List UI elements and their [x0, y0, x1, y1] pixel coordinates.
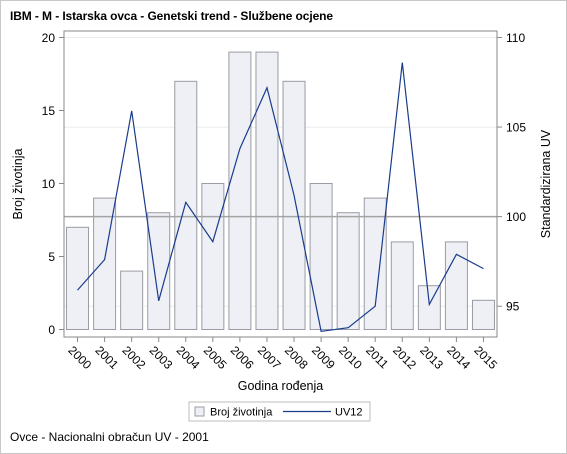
x-tick-label: 2012	[390, 343, 419, 372]
y-tick-label: 10	[42, 177, 56, 191]
x-tick-label: 2008	[282, 343, 311, 372]
y2-axis-label: Standardizirana UV	[539, 129, 553, 238]
legend-frame	[188, 401, 371, 422]
y-tick-label: 0	[48, 323, 55, 337]
bar-2000	[66, 226, 90, 330]
x-tick-label: 2001	[92, 343, 121, 372]
x-tick-label: 2003	[147, 343, 176, 372]
legend-bar-swatch	[194, 406, 205, 417]
x-tick-label: 2011	[363, 343, 391, 371]
y-axis-label: Broj životinja	[11, 149, 25, 220]
x-tick-label: 2002	[120, 343, 149, 372]
chart-title: IBM - M - Istarska ovca - Genetski trend…	[10, 9, 333, 23]
y2-tick-label: 100	[506, 210, 526, 224]
y-tick-label: 5	[48, 250, 55, 264]
x-axis-label: Godina rođenja	[238, 379, 324, 393]
legend-line-label: UV12	[335, 407, 363, 419]
y2-tick-label: 105	[506, 121, 526, 135]
y2-tick-label: 110	[506, 31, 525, 45]
uv12-line	[77, 62, 484, 332]
bar-2012	[390, 241, 414, 330]
bar-2002	[120, 270, 144, 331]
x-tick-label: 2014	[444, 343, 473, 372]
x-tick-label: 2009	[309, 343, 338, 372]
bar-2006	[228, 51, 252, 330]
footnote: Ovce - Nacionalni obračun UV - 2001	[10, 430, 209, 444]
bar-2004	[174, 80, 198, 330]
y-tick-label: 15	[42, 104, 56, 118]
bar-2010	[336, 212, 360, 330]
line-series	[77, 62, 484, 332]
bar-series	[66, 51, 495, 331]
x-tick-label: 2015	[471, 343, 500, 372]
bar-2007	[255, 51, 279, 330]
y2-tick-label: 95	[506, 300, 520, 314]
y-tick-label: 20	[42, 31, 56, 45]
x-tick-label: 2010	[336, 343, 365, 372]
gridlines	[64, 37, 497, 307]
bar-2003	[147, 212, 171, 330]
x-tick-label: 2004	[174, 343, 203, 372]
legend: Broj životinja UV12	[188, 401, 371, 422]
bar-2015	[471, 299, 495, 330]
bar-2011	[363, 197, 387, 330]
axes	[59, 30, 502, 342]
x-tick-label: 2005	[201, 343, 230, 372]
x-tick-label: 2000	[65, 343, 94, 372]
bar-2008	[282, 80, 306, 330]
legend-bar-label: Broj životinja	[210, 407, 273, 419]
bar-2013	[417, 285, 441, 331]
x-tick-label: 2007	[255, 343, 284, 372]
bar-2005	[201, 183, 225, 330]
bar-2009	[309, 183, 333, 330]
x-tick-label: 2013	[417, 343, 446, 372]
x-tick-label: 2006	[228, 343, 257, 372]
